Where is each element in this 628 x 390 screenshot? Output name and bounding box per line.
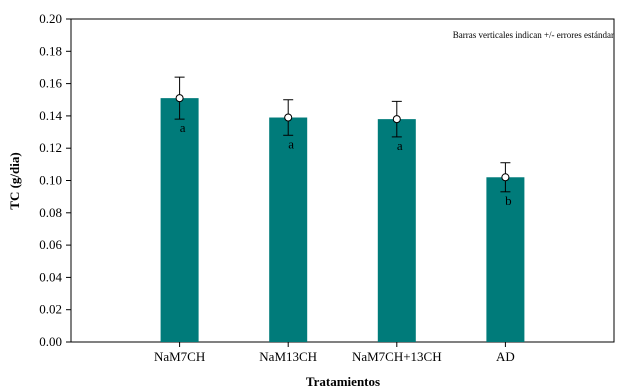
- significance-letter: a: [288, 136, 294, 151]
- bar-ad: [486, 177, 525, 342]
- y-axis-title: TC (g/dia): [7, 152, 22, 209]
- x-tick-label: AD: [496, 349, 515, 364]
- error-bar-note: Barras verticales indican +/- errores es…: [453, 30, 614, 40]
- mean-point: [501, 173, 510, 182]
- axes: 0.00 0.02 0.04 0.06 0.08 0.10 0.12 0.14 0.16 0.18…: [39, 11, 515, 364]
- y-tick-label: 0.10: [39, 173, 62, 188]
- y-tick-label: 0.08: [39, 205, 62, 220]
- y-tick-label: 0.18: [39, 43, 62, 58]
- significance-letter: a: [397, 138, 403, 153]
- x-tick-label: NaM13CH: [259, 349, 317, 364]
- y-tick-label: 0.12: [39, 140, 62, 155]
- y-tick-label: 0.06: [39, 237, 62, 252]
- x-axis-title: Tratamientos: [306, 374, 380, 389]
- y-tick-label: 0.16: [39, 76, 62, 91]
- y-tick-label: 0.14: [39, 108, 62, 123]
- x-tick-label: NaM7CH: [154, 349, 205, 364]
- plot-frame: [70, 18, 615, 343]
- bar-nam7ch: [160, 98, 199, 342]
- y-tick-label: 0.20: [39, 11, 62, 26]
- bars: [160, 98, 525, 342]
- mean-point: [392, 115, 401, 124]
- bar-nam13ch: [269, 117, 308, 342]
- y-tick-label: 0.02: [39, 302, 62, 317]
- error-bars: a a a b: [174, 76, 512, 208]
- plot-area: [70, 18, 615, 343]
- significance-letter: b: [505, 193, 512, 208]
- bar-nam7ch-13ch: [377, 119, 416, 342]
- mean-point: [284, 113, 293, 122]
- x-tick-label: NaM7CH+13CH: [352, 349, 442, 364]
- significance-letter: a: [180, 120, 186, 135]
- y-tick-label: 0.00: [39, 334, 62, 349]
- y-tick-label: 0.04: [39, 269, 62, 284]
- mean-point: [175, 94, 184, 103]
